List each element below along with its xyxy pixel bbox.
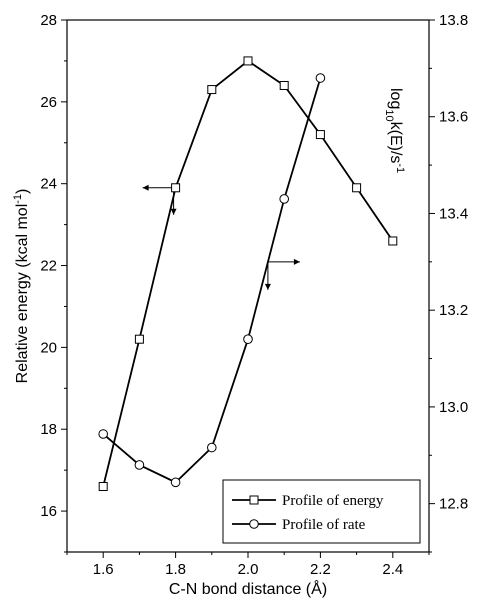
- y-right-tick-label: 13.8: [439, 12, 468, 29]
- y-left-tick-label: 22: [40, 258, 57, 275]
- y-left-tick-label: 16: [40, 503, 57, 520]
- x-tick-label: 1.8: [165, 561, 186, 578]
- series-line: [103, 78, 320, 482]
- plot-frame: [67, 20, 429, 552]
- data-point-square: [353, 184, 361, 192]
- x-tick-label: 1.6: [93, 561, 114, 578]
- data-point-square: [135, 335, 143, 343]
- x-tick-label: 2.0: [238, 561, 259, 578]
- rate-axis-arrow-down-head: [265, 284, 271, 290]
- legend-marker-square: [250, 496, 258, 504]
- x-tick-label: 2.2: [310, 561, 331, 578]
- data-point-circle: [316, 74, 325, 83]
- y-right-tick-label: 13.0: [439, 399, 468, 416]
- data-point-square: [316, 131, 324, 139]
- axis-indicator-arrows: [143, 185, 300, 290]
- y-left-axis-title: Relative energy (kcal mol-1): [12, 189, 31, 384]
- data-point-circle: [171, 478, 180, 487]
- y-right-axis-title: log10k(E)/s-1: [383, 88, 406, 173]
- data-point-square: [172, 184, 180, 192]
- x-axis-title-base: C-N bond distance (: [169, 581, 312, 598]
- rate-axis-arrow-right-head: [294, 259, 300, 265]
- y-left-tick-label: 26: [40, 94, 57, 111]
- data-point-square: [208, 86, 216, 94]
- data-point-square: [280, 81, 288, 89]
- y-right-tick-label: 13.4: [439, 205, 468, 222]
- y-left-axis-title-sup: -1: [12, 194, 24, 204]
- x-tick-label: 2.4: [382, 561, 403, 578]
- legend-box: [223, 480, 420, 543]
- data-point-square: [389, 237, 397, 245]
- data-point-circle: [135, 461, 144, 470]
- data-point-square: [244, 57, 252, 65]
- legend-marker-circle: [250, 520, 259, 529]
- data-point-circle: [244, 335, 253, 344]
- legend-label: Profile of rate: [282, 517, 366, 533]
- y-left-tick-label: 20: [40, 339, 57, 356]
- y-right-tick-label: 12.8: [439, 496, 468, 513]
- y-right-axis-title-p2: k(E)/s: [387, 122, 404, 164]
- legend-label: Profile of energy: [282, 493, 384, 509]
- y-right-axis-title-sup: -1: [394, 163, 406, 173]
- data-point-circle: [208, 443, 217, 452]
- y-right-axis-title-sub: 10: [383, 109, 395, 121]
- energy-axis-arrow-down-head: [171, 209, 177, 215]
- data-point-circle: [280, 195, 289, 204]
- y-right-axis-title-p1: log: [387, 88, 404, 109]
- y-right-tick-label: 13.2: [439, 302, 468, 319]
- y-left-axis-title-end: ): [14, 189, 31, 194]
- y-left-tick-label: 24: [40, 176, 57, 193]
- series-layer: [99, 57, 397, 491]
- y-left-tick-label: 18: [40, 421, 57, 438]
- y-left-tick-label: 28: [40, 12, 57, 29]
- y-left-axis-title-base: Relative energy (kcal mol: [14, 204, 31, 384]
- x-axis-title: C-N bond distance (Å): [169, 579, 327, 598]
- data-point-square: [99, 483, 107, 491]
- x-axis-title-unit: Å: [311, 579, 322, 598]
- y-right-tick-label: 13.6: [439, 109, 468, 126]
- data-point-circle: [99, 430, 108, 439]
- series-line: [103, 61, 393, 487]
- x-axis-title-end: ): [322, 581, 327, 598]
- energy-axis-arrow-left-head: [143, 185, 149, 191]
